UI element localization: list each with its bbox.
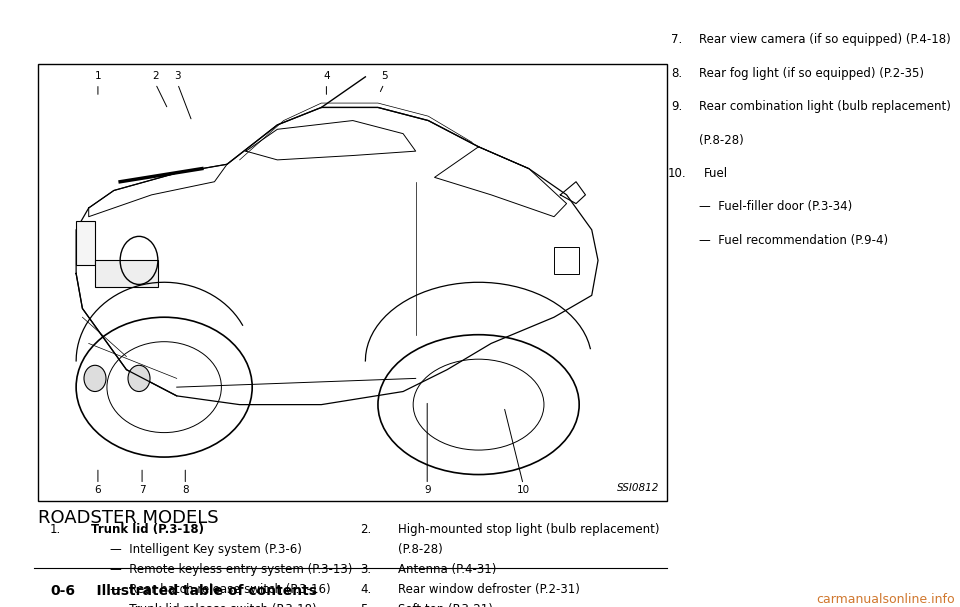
Text: —  Remote keyless entry system (P.3-13): — Remote keyless entry system (P.3-13) (110, 563, 352, 576)
Text: (P.8-28): (P.8-28) (398, 543, 444, 556)
Text: ROADSTER MODELS: ROADSTER MODELS (38, 509, 219, 527)
Text: 2: 2 (153, 71, 158, 81)
Text: 1: 1 (95, 71, 101, 81)
Text: Rear fog light (if so equipped) (P.2-35): Rear fog light (if so equipped) (P.2-35) (699, 67, 924, 80)
Text: Rear window defroster (P.2-31): Rear window defroster (P.2-31) (398, 583, 580, 596)
Text: SSI0812: SSI0812 (617, 484, 660, 493)
Text: 7: 7 (139, 486, 145, 495)
Text: 4: 4 (324, 71, 329, 81)
Bar (76, 221, 95, 265)
Text: 6: 6 (95, 486, 101, 495)
Ellipse shape (84, 365, 106, 392)
Text: 1.: 1. (50, 523, 61, 536)
Bar (554, 247, 579, 274)
Text: Antenna (P.4-31): Antenna (P.4-31) (398, 563, 496, 576)
Text: (P.8-28): (P.8-28) (699, 134, 744, 146)
Text: carmanualsonline.info: carmanualsonline.info (817, 593, 955, 606)
Text: Trunk lid (P.3-18): Trunk lid (P.3-18) (91, 523, 204, 536)
Bar (38, 64, 667, 501)
Text: 0-6: 0-6 (50, 584, 75, 598)
Text: 9: 9 (424, 486, 430, 495)
Text: High-mounted stop light (bulb replacement): High-mounted stop light (bulb replacemen… (398, 523, 660, 536)
Text: 7.: 7. (671, 33, 683, 46)
Text: 8.: 8. (671, 67, 683, 80)
Text: 10: 10 (516, 486, 530, 495)
Text: Rear view camera (if so equipped) (P.4-18): Rear view camera (if so equipped) (P.4-1… (699, 33, 950, 46)
Bar (95, 260, 157, 287)
Text: 3: 3 (175, 71, 180, 81)
Text: 5.: 5. (360, 603, 372, 607)
Text: 8: 8 (182, 486, 188, 495)
Text: Fuel: Fuel (704, 167, 728, 180)
Text: —  Rear hatch release switch (P.3-16): — Rear hatch release switch (P.3-16) (110, 583, 331, 596)
Text: —  Intelligent Key system (P.3-6): — Intelligent Key system (P.3-6) (110, 543, 302, 556)
Text: —  Fuel recommendation (P.9-4): — Fuel recommendation (P.9-4) (699, 234, 888, 246)
Text: —  Fuel-filler door (P.3-34): — Fuel-filler door (P.3-34) (699, 200, 852, 213)
Ellipse shape (128, 365, 150, 392)
Text: 3.: 3. (360, 563, 372, 576)
Text: Illustrated table of contents: Illustrated table of contents (77, 584, 317, 598)
Text: 9.: 9. (671, 100, 683, 113)
Text: 5: 5 (381, 71, 387, 81)
Text: Rear combination light (bulb replacement): Rear combination light (bulb replacement… (699, 100, 950, 113)
Text: Soft top (P.3-21): Soft top (P.3-21) (398, 603, 493, 607)
Text: —  Trunk lid release switch (P.3-18): — Trunk lid release switch (P.3-18) (110, 603, 317, 607)
Text: 4.: 4. (360, 583, 372, 596)
Text: 10.: 10. (667, 167, 685, 180)
Text: 2.: 2. (360, 523, 372, 536)
